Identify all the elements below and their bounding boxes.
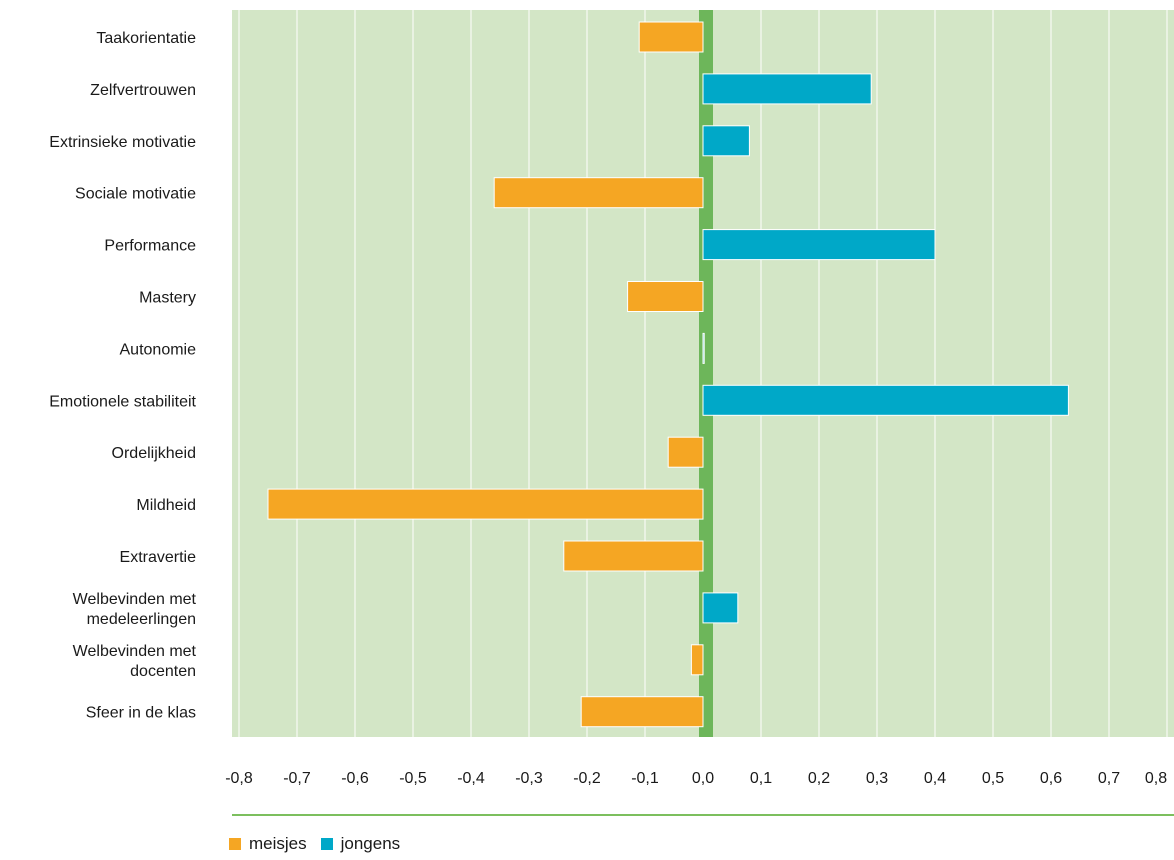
bar bbox=[493, 177, 704, 209]
category-label: Mastery bbox=[139, 290, 196, 307]
tick-label: 0,0 bbox=[692, 770, 714, 787]
legend-label-jongens: jongens bbox=[340, 834, 401, 853]
category-label: Ordelijkheid bbox=[112, 445, 196, 462]
bar bbox=[702, 592, 739, 624]
category-label: Extravertie bbox=[120, 549, 197, 566]
tick-label: -0,2 bbox=[573, 770, 601, 787]
category-label: Taakorientatie bbox=[96, 30, 196, 47]
category-label: Welbevinden met medeleerlingen bbox=[73, 591, 197, 628]
tick-label: 0,8 bbox=[1145, 770, 1167, 787]
category-label: Mildheid bbox=[136, 497, 196, 514]
category-label: Zelfvertrouwen bbox=[90, 82, 196, 99]
category-label: Welbevinden met docenten bbox=[73, 643, 197, 680]
gridlines bbox=[238, 10, 1168, 737]
tick-label: -0,5 bbox=[399, 770, 427, 787]
bar bbox=[702, 229, 936, 261]
legend-swatch-jongens bbox=[320, 838, 333, 850]
bar bbox=[627, 281, 704, 312]
legend-swatch-meisjes bbox=[229, 838, 241, 850]
tick-label: 0,6 bbox=[1040, 770, 1062, 787]
bar bbox=[702, 125, 750, 157]
legend-label-meisjes: meisjes bbox=[249, 834, 307, 853]
category-label: Sociale motivatie bbox=[75, 186, 196, 203]
bar bbox=[702, 73, 872, 105]
tick-label: 0,2 bbox=[808, 770, 830, 787]
tick-label: 0,7 bbox=[1098, 770, 1120, 787]
x-tick-labels: -0,8 -0,7 -0,6 -0,5 -0,4 -0,3 -0,2 -0,1 0,0 0,1 0,… bbox=[225, 770, 1167, 787]
tick-label: 0,1 bbox=[750, 770, 772, 787]
category-label: Emotionele stabiliteit bbox=[49, 393, 196, 410]
bar bbox=[267, 488, 704, 520]
legend-item-meisjes: meisjes bbox=[229, 834, 307, 854]
legend: meisjes jongens bbox=[229, 834, 414, 854]
bar bbox=[690, 644, 704, 676]
category-label: Sfeer in de klas bbox=[86, 705, 196, 722]
tick-label: -0,7 bbox=[283, 770, 311, 787]
category-label: Autonomie bbox=[120, 341, 197, 358]
bar bbox=[580, 696, 704, 728]
bar-chart: Taakorientatie Zelfvertrouwen Extrinsieke … bbox=[49, 10, 1174, 816]
tick-label: -0,8 bbox=[225, 770, 253, 787]
tick-label: -0,4 bbox=[457, 770, 485, 787]
tick-label: 0,4 bbox=[924, 770, 946, 787]
bar bbox=[563, 540, 704, 572]
bar bbox=[702, 332, 705, 364]
tick-label: -0,6 bbox=[341, 770, 369, 787]
bars bbox=[267, 21, 1069, 728]
bar bbox=[667, 436, 704, 468]
category-label: Extrinsieke motivatie bbox=[49, 134, 196, 151]
category-labels: Taakorientatie Zelfvertrouwen Extrinsieke … bbox=[49, 30, 196, 722]
bar bbox=[638, 21, 704, 53]
tick-label: 0,3 bbox=[866, 770, 888, 787]
legend-item-jongens: jongens bbox=[320, 834, 401, 854]
tick-label: -0,1 bbox=[631, 770, 659, 787]
tick-label: 0,5 bbox=[982, 770, 1004, 787]
category-label: Performance bbox=[104, 238, 196, 255]
tick-label: -0,3 bbox=[515, 770, 543, 787]
bar bbox=[702, 384, 1069, 416]
zero-line bbox=[699, 10, 713, 737]
